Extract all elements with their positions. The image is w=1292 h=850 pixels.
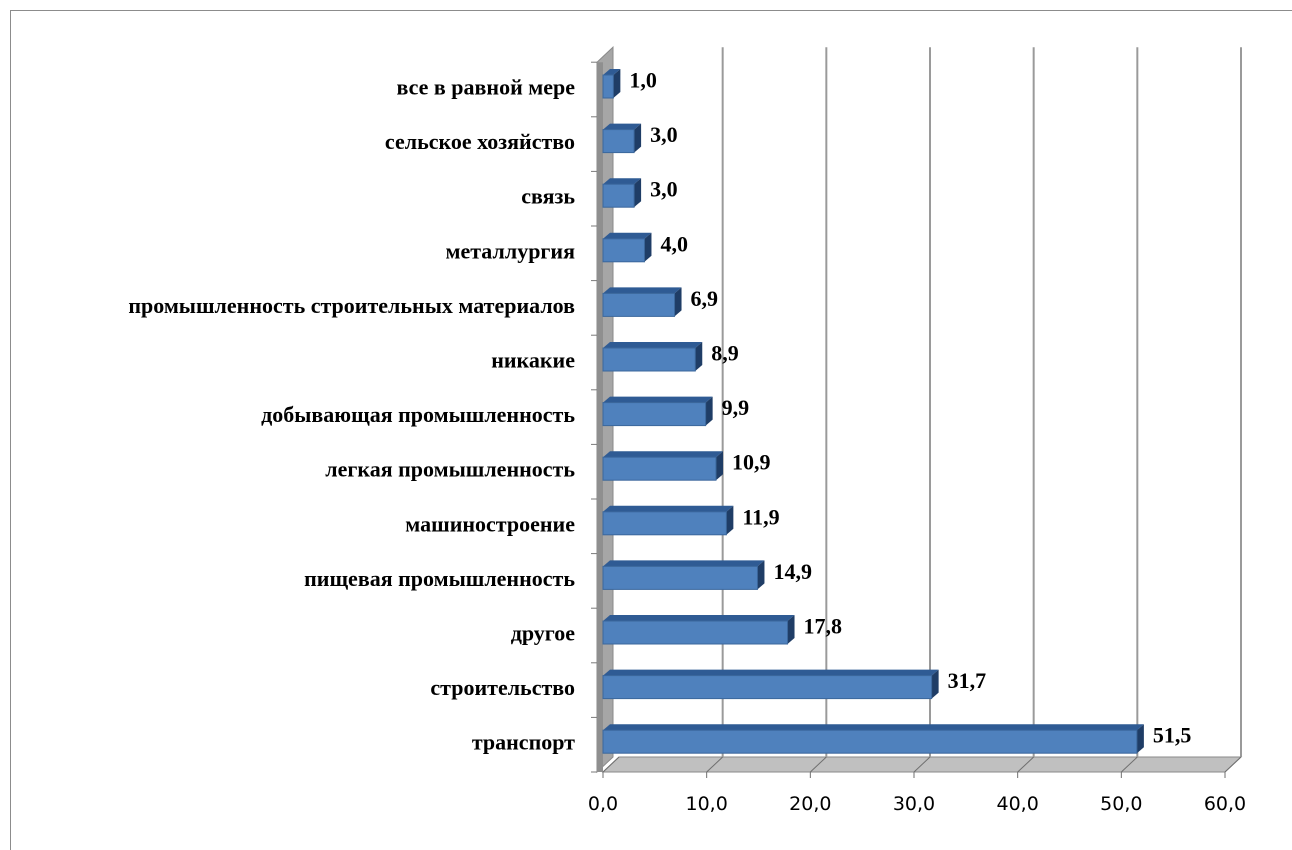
value-label: 9,9: [722, 395, 750, 420]
category-label: легкая промышленность: [325, 457, 575, 482]
category-label: металлургия: [445, 238, 575, 263]
floor-tick-line: [1017, 756, 1035, 773]
category-label: промышленность строительных материалов: [128, 293, 575, 318]
category-labels: транспорт строительство другое пищевая пром…: [128, 75, 575, 755]
value-label: 1,0: [629, 68, 657, 93]
category-label: транспорт: [472, 730, 575, 755]
bar-top: [603, 669, 939, 676]
category-label: пищевая промышленность: [304, 566, 575, 591]
category-label: добывающая промышленность: [261, 402, 575, 427]
bar-top: [603, 724, 1144, 731]
floor-tick-line: [706, 756, 724, 773]
category-label: машиностроение: [405, 511, 575, 536]
value-label: 10,9: [732, 450, 771, 475]
bar: [602, 620, 789, 645]
bar-side: [613, 69, 621, 98]
value-label: 4,0: [660, 231, 688, 256]
x-tick-label: 60,0: [1204, 793, 1246, 815]
category-label: другое: [511, 621, 576, 646]
bars: [602, 69, 1144, 754]
bar: [602, 675, 933, 700]
floor-tick-line: [1120, 756, 1138, 773]
x-tick-label: 40,0: [997, 793, 1039, 815]
bar: [602, 347, 696, 372]
bar-side: [1136, 724, 1144, 754]
bar-top: [603, 560, 765, 567]
bar: [602, 456, 717, 481]
value-labels: 51,5 31,7 17,8 14,9 11,9 10,9 9,9 8,9 6,9 4,0 3,0 3…: [629, 68, 1191, 748]
bar: [602, 402, 707, 427]
bar-top: [603, 615, 795, 621]
category-label: все в равной мере: [396, 75, 575, 100]
bar: [602, 292, 676, 317]
bar-top: [603, 396, 713, 403]
bar: [602, 511, 727, 536]
bar-side: [634, 178, 642, 208]
chart-frame: [10, 10, 1292, 850]
x-tick-label: 10,0: [686, 793, 728, 815]
bar: [602, 74, 614, 99]
value-label: 31,7: [948, 668, 987, 693]
floor-tick-line: [913, 756, 931, 773]
value-label: 14,9: [773, 559, 812, 584]
floor-tick-line: [1224, 756, 1242, 773]
category-label: никакие: [491, 348, 575, 373]
bar: [602, 238, 645, 263]
x-tick-label: 30,0: [893, 793, 935, 815]
category-label: связь: [521, 184, 575, 209]
bar-side: [931, 669, 939, 699]
gridlines: [591, 47, 1242, 778]
value-label: 8,9: [711, 341, 739, 366]
x-tick-label: 50,0: [1100, 793, 1142, 815]
bar-top: [603, 287, 682, 294]
category-label: сельское хозяйство: [385, 129, 575, 154]
bar: [602, 729, 1138, 754]
bar-side: [674, 287, 682, 317]
bar-top: [603, 178, 642, 185]
category-label: строительство: [430, 675, 575, 700]
value-label: 3,0: [650, 177, 678, 202]
value-label: 6,9: [691, 286, 719, 311]
x-tick-label: 0,0: [588, 793, 618, 815]
bar-side: [757, 560, 765, 590]
bar-side: [726, 505, 734, 535]
bar-top: [603, 69, 621, 75]
bar-side: [644, 232, 652, 262]
floor-tick-line: [602, 756, 620, 773]
value-label: 11,9: [742, 504, 779, 529]
bar-side: [705, 396, 713, 426]
bar-side: [787, 615, 795, 644]
bar: [602, 565, 758, 590]
bar-top: [603, 505, 734, 512]
value-label: 3,0: [650, 122, 678, 147]
bar-side: [715, 451, 723, 481]
x-tick-label: 20,0: [789, 793, 831, 815]
bar-side: [634, 123, 642, 153]
bar-top: [603, 232, 652, 239]
bar-side: [695, 342, 703, 371]
x-tick-labels: 0,0 10,0 20,0 30,0 40,0 50,0 60,0: [588, 793, 1246, 815]
bar-top: [603, 123, 642, 130]
value-label: 51,5: [1153, 723, 1192, 748]
bar: [602, 129, 635, 154]
bar: [602, 183, 635, 208]
value-label: 17,8: [804, 614, 843, 639]
bar-top: [603, 451, 723, 458]
floor-tick-line: [809, 756, 827, 773]
left-wall-edge: [597, 62, 603, 772]
bar-top: [603, 342, 703, 348]
